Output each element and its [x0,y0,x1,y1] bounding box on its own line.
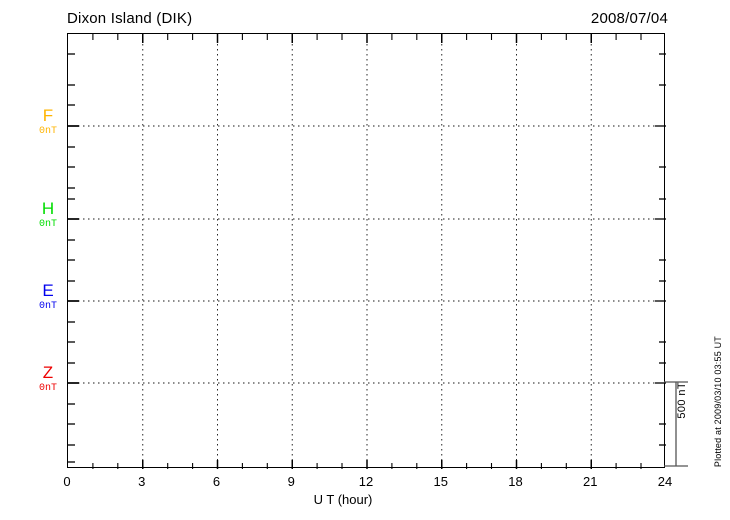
xtick-label-0: 0 [63,474,71,489]
scale-bar-graphic [664,381,688,467]
y-axis-major-ticks [68,125,79,384]
plot-area [67,33,666,469]
plotted-at-stamp: Plotted at 2009/03/10 03:55 UT [713,336,723,468]
component-zero-Z: 0nT [38,383,57,394]
xtick-label-15: 15 [433,474,448,489]
page-title: Dixon Island (DIK) [67,10,193,27]
component-zero-E: 0nT [38,301,57,312]
plot-canvas [68,34,666,469]
component-zero-H: 0nT [38,219,57,230]
y-axis-minor-ticks [68,53,75,463]
component-label-H: H 0nT [28,200,68,230]
xtick-label-18: 18 [508,474,523,489]
top-axis-ticks [92,34,642,43]
component-zero-F: 0nT [38,126,57,137]
xtick-label-9: 9 [287,474,295,489]
component-letter-H: H [41,199,55,218]
x-axis-title-text: U T (hour) [313,492,373,507]
vertical-gridlines [142,34,592,469]
xtick-label-21: 21 [583,474,598,489]
xtick-label-12: 12 [358,474,374,489]
component-label-F: F 0nT [28,107,68,137]
scale-bar-label: 500 nT [676,382,688,419]
component-letter-E: E [42,281,54,300]
right-axis-ticks [655,53,666,446]
xtick-label-24: 24 [657,474,673,489]
component-letter-Z: Z [42,363,54,382]
scale-bar [664,376,700,472]
x-axis-title: U T (hour) [0,492,730,507]
component-letter-F: F [42,106,54,125]
component-label-E: E 0nT [28,282,68,312]
xtick-label-3: 3 [138,474,146,489]
bottom-axis-ticks [92,460,642,469]
component-label-Z: Z 0nT [28,364,68,394]
xtick-label-6: 6 [212,474,221,489]
observation-date: 2008/07/04 [590,10,668,27]
